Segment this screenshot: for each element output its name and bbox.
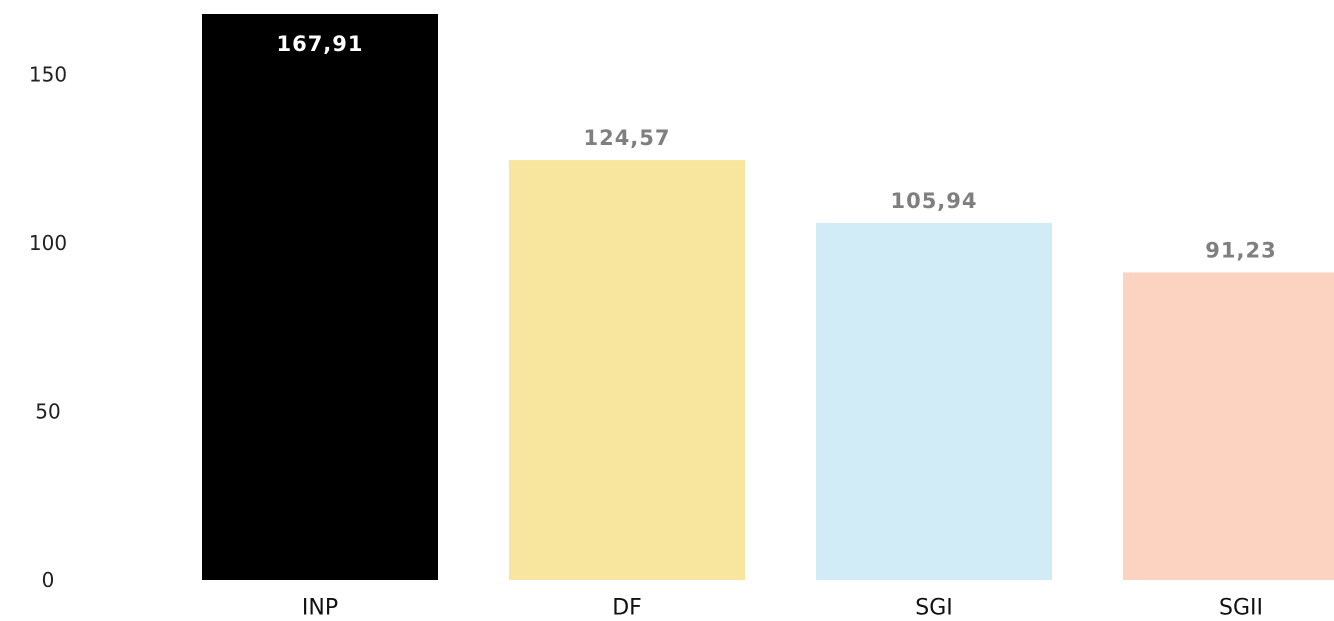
data-label-sgi: 105,94 [890, 189, 977, 213]
x-axis: INP DF SGI SGII [302, 596, 1263, 621]
bars [202, 14, 1334, 581]
data-label-sgii: 91,23 [1205, 238, 1276, 262]
bar-sgi [816, 222, 1052, 580]
x-tick-label-sgi: SGI [915, 596, 953, 621]
x-tick-label-inp: INP [302, 596, 338, 621]
data-label-inp: 167,91 [276, 32, 363, 56]
y-tick-label: 0 [42, 568, 55, 592]
bar-sgii [1123, 272, 1334, 580]
bar-df [509, 160, 745, 581]
bar-inp [202, 14, 438, 580]
y-tick-label: 100 [29, 231, 67, 255]
data-label-df: 124,57 [583, 126, 670, 150]
y-tick-label: 50 [35, 399, 60, 423]
data-labels: 167,91 124,57 105,94 91,23 [276, 32, 1276, 262]
y-axis: 0 50 100 150 [29, 62, 67, 592]
y-tick-label: 150 [29, 62, 67, 86]
x-tick-label-df: DF [612, 596, 642, 621]
x-tick-label-sgii: SGII [1219, 596, 1263, 621]
